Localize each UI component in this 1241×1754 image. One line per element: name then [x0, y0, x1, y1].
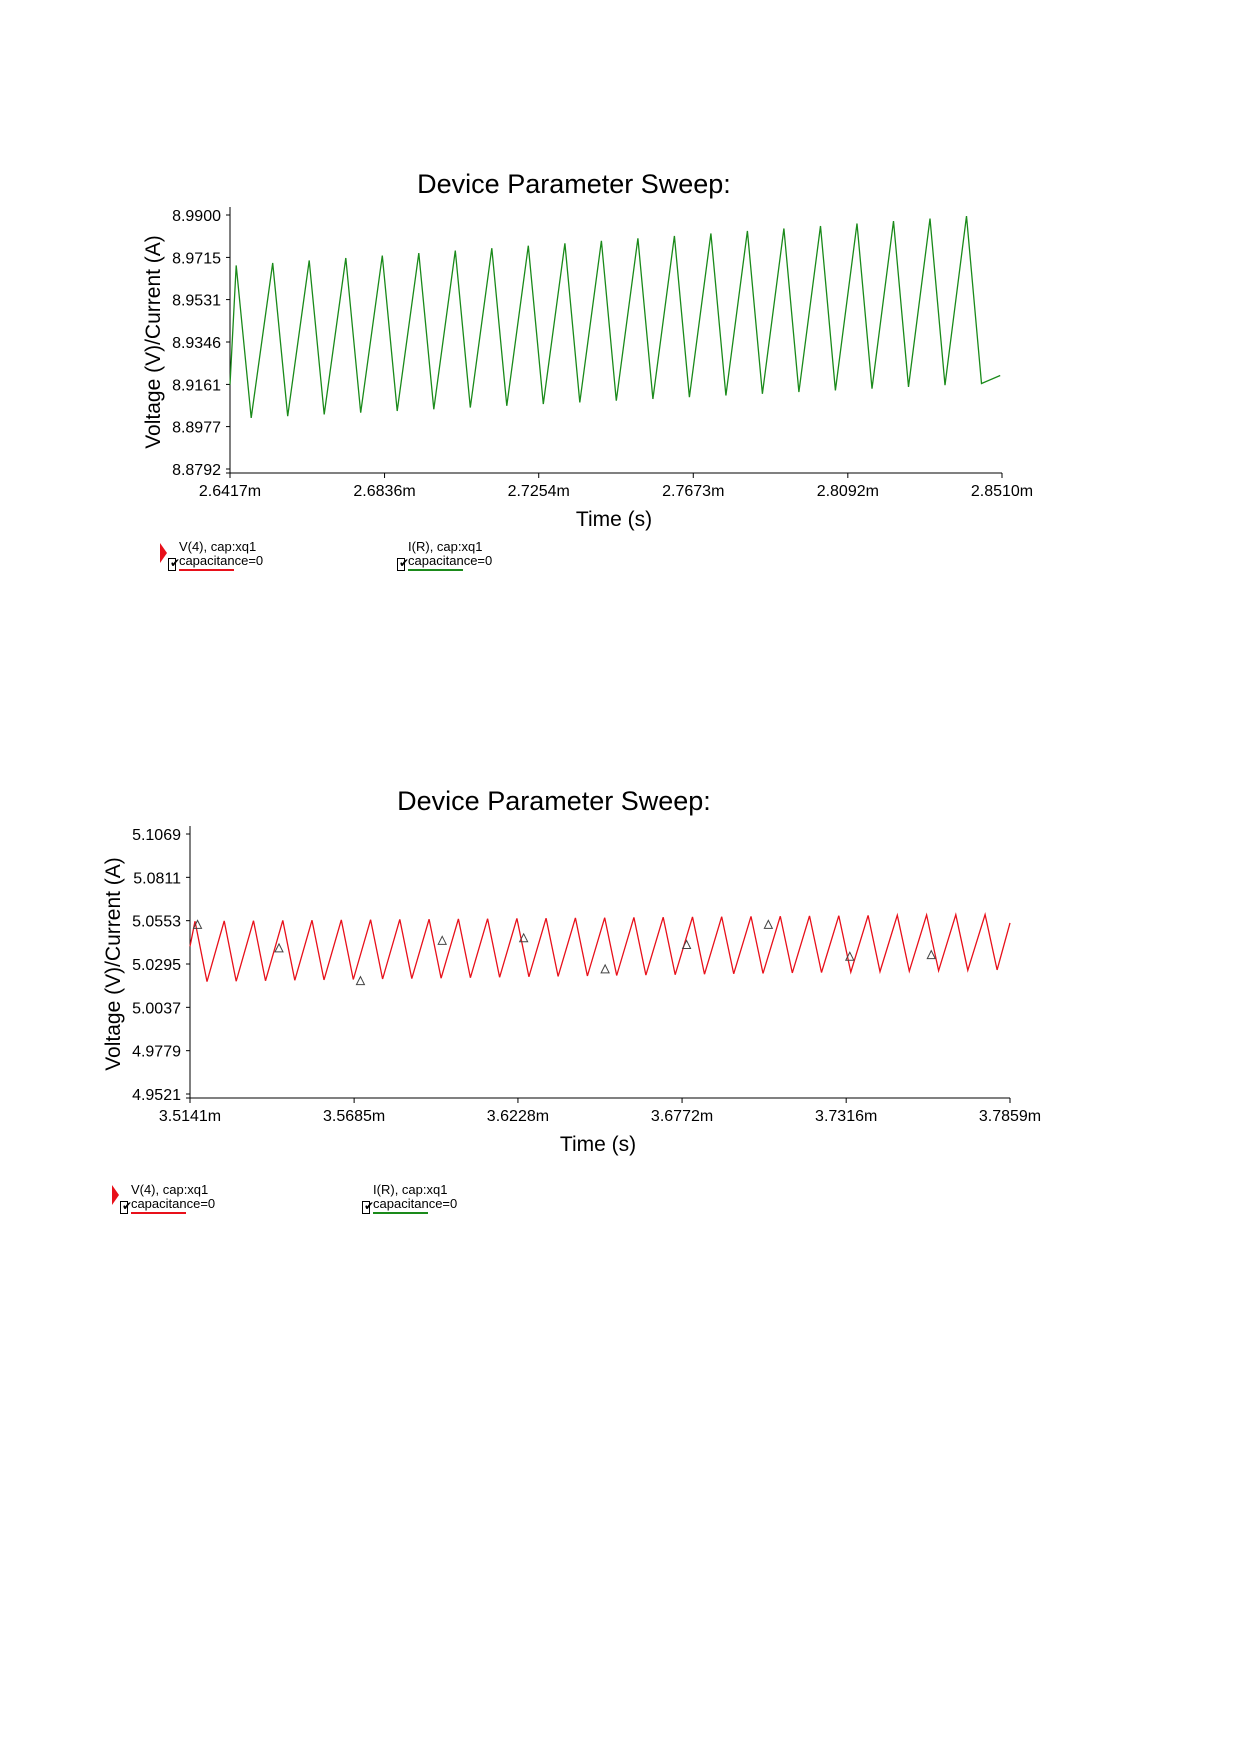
legend-checkbox-v4[interactable]: [120, 1199, 132, 1214]
y-tick-label: 5.0811: [133, 870, 181, 887]
x-tick-label: 3.6228m: [487, 1108, 549, 1125]
y-tick-label: 5.0553: [132, 914, 181, 931]
x-tick-label: 2.8092m: [817, 483, 879, 500]
y-axis-label: Voltage (V)/Current (A): [142, 235, 165, 449]
legend-label-ir: I(R), cap:xq1 capacitance=0: [373, 1182, 458, 1211]
y-tick-label: 8.9715: [172, 250, 221, 267]
x-tick-label: 3.7859m: [979, 1108, 1041, 1125]
x-tick-label: 3.5685m: [323, 1108, 385, 1125]
legend-checkbox-v4[interactable]: [168, 556, 180, 571]
legend-label-v4: V(4), cap:xq1 capacitance=0: [178, 539, 264, 568]
y-axis-label: Voltage (V)/Current (A): [102, 857, 125, 1071]
x-tick-label: 2.8510m: [971, 483, 1033, 500]
series-line: [189, 911, 1011, 982]
x-axis-label: Time (s): [560, 1133, 636, 1156]
legend-item-ir[interactable]: I(R), cap:xq1 capacitance=0: [397, 540, 497, 571]
y-tick-label: 8.9531: [172, 293, 221, 310]
data-marker: [437, 935, 448, 945]
data-marker: [926, 949, 937, 960]
chart-title: Device Parameter Sweep:: [397, 786, 711, 816]
x-tick-label: 3.7316m: [815, 1108, 877, 1125]
legend-item-ir[interactable]: I(R), cap:xq1 capacitance=0: [362, 1183, 462, 1214]
data-marker: [355, 975, 366, 986]
data-marker: [274, 942, 284, 953]
legend-swatch-v4: [130, 1212, 186, 1214]
data-marker: [192, 919, 203, 929]
y-tick-label: 4.9521: [132, 1087, 181, 1104]
series-line: [229, 216, 1001, 418]
x-tick-label: 2.7673m: [662, 483, 724, 500]
legend-swatch-ir: [373, 1212, 429, 1214]
legend-checkbox-ir[interactable]: [397, 556, 409, 571]
chart-title: Device Parameter Sweep:: [417, 170, 731, 199]
x-tick-label: 3.5141m: [159, 1108, 221, 1125]
chart-top: Device Parameter Sweep: 8.9900 8.9715 8.953…: [0, 169, 1241, 640]
y-tick-label: 5.0295: [132, 957, 181, 974]
y-tick-label: 8.9346: [172, 335, 221, 352]
legend-marker-flag: [160, 543, 167, 563]
legend-swatch-ir: [408, 569, 464, 571]
legend-checkbox-ir[interactable]: [362, 1199, 374, 1214]
chart-top-svg: Device Parameter Sweep: 8.9900 8.9715 8.953…: [142, 169, 1033, 531]
y-tick-label: 8.9900: [172, 208, 221, 225]
data-marker: [763, 919, 774, 929]
data-marker: [600, 963, 610, 974]
chart-bottom-svg: Device Parameter Sweep: 5.1069 5.0811 5.055…: [102, 786, 1041, 1156]
legend-marker-flag: [112, 1185, 119, 1205]
data-marker: [518, 932, 529, 943]
legend-item-v4[interactable]: V(4), cap:xq1 capacitance=0: [168, 540, 268, 571]
y-tick-label: 4.9779: [132, 1044, 181, 1061]
x-tick-label: 2.6417m: [199, 483, 261, 500]
legend-label-ir: I(R), cap:xq1 capacitance=0: [408, 539, 493, 568]
x-axis-label: Time (s): [576, 508, 652, 531]
data-marker: [681, 939, 692, 950]
legend-item-v4[interactable]: V(4), cap:xq1 capacitance=0: [120, 1183, 220, 1214]
x-tick-label: 2.7254m: [508, 483, 570, 500]
legend-swatch-v4: [178, 569, 234, 571]
data-marker: [844, 951, 855, 961]
y-tick-label: 8.8792: [172, 462, 221, 479]
x-tick-label: 3.6772m: [651, 1108, 713, 1125]
y-tick-label: 5.0037: [132, 1000, 181, 1017]
y-tick-label: 8.9161: [172, 377, 221, 394]
legend-label-v4: V(4), cap:xq1 capacitance=0: [130, 1182, 216, 1211]
y-tick-label: 8.8977: [172, 420, 221, 437]
x-tick-label: 2.6836m: [353, 483, 415, 500]
chart-bottom: Device Parameter Sweep: 5.1069 5.0811 5.055…: [0, 770, 1241, 1270]
y-tick-label: 5.1069: [132, 827, 181, 844]
